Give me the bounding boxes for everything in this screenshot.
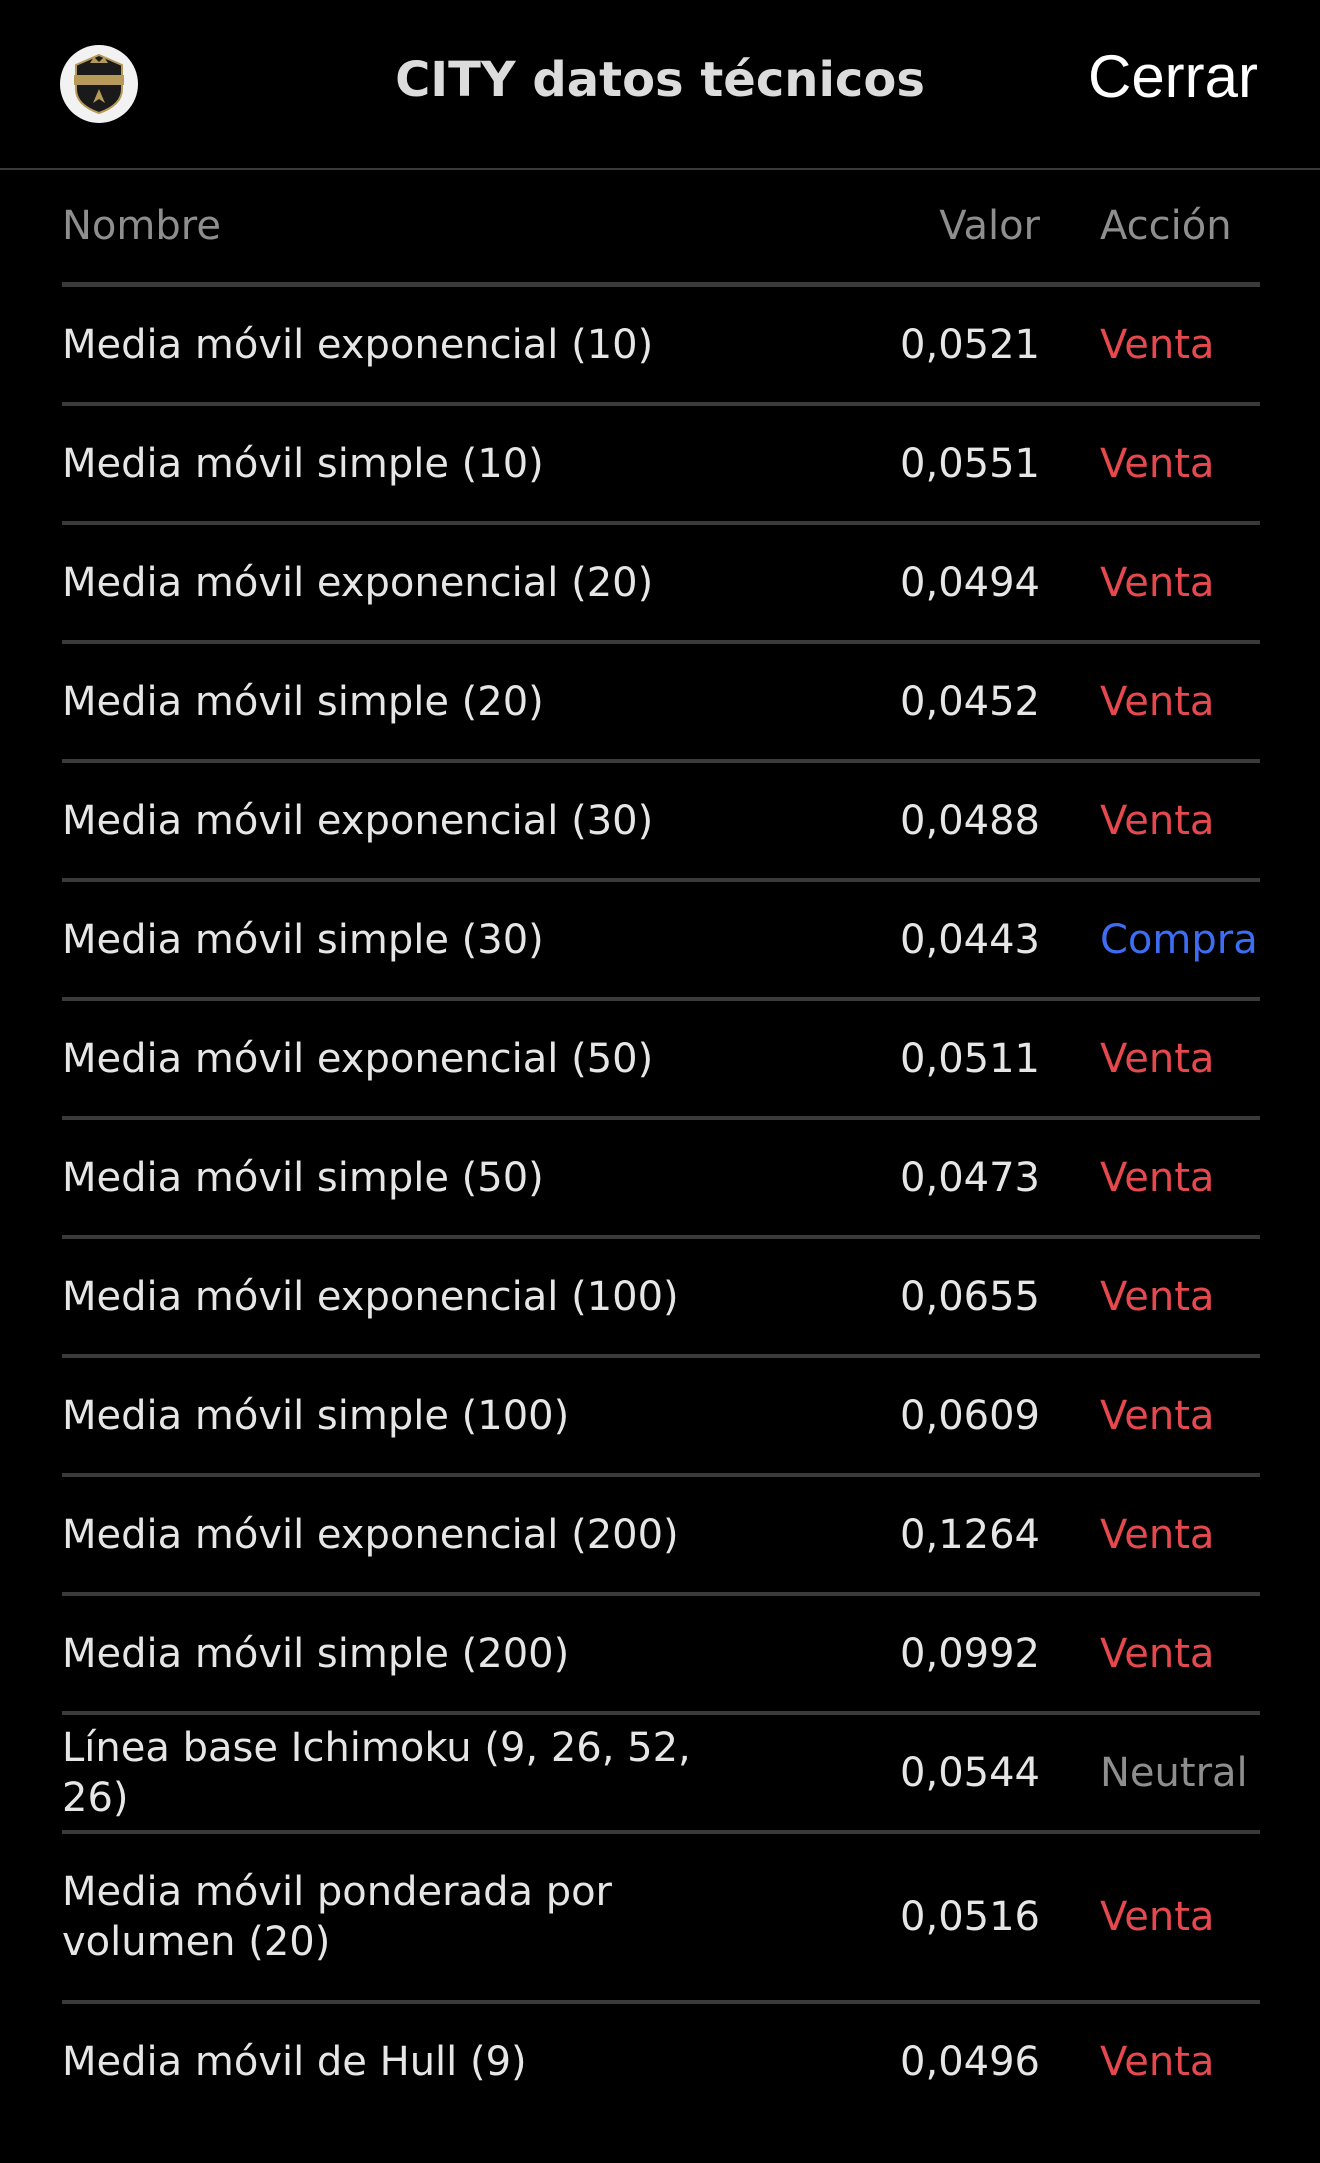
indicator-value: 0,0992: [900, 1630, 1040, 1677]
indicator-name: Media móvil exponencial (50): [62, 1035, 654, 1082]
indicator-action: Venta: [1100, 1273, 1215, 1320]
indicator-name: Media móvil exponencial (10): [62, 321, 654, 368]
table-row: Media móvil exponencial (200) 0,1264 Venta: [62, 1477, 1260, 1596]
indicator-value: 0,0521: [900, 321, 1040, 368]
indicator-action: Venta: [1100, 2038, 1215, 2085]
indicator-action: Compra: [1100, 916, 1258, 963]
table-row: Media móvil exponencial (100) 0,0655 Venta: [62, 1239, 1260, 1358]
table-row: Línea base Ichimoku (9, 26, 52, 26) 0,054…: [62, 1715, 1260, 1834]
table-row: Media móvil exponencial (20) 0,0494 Venta: [62, 525, 1260, 644]
indicator-action: Venta: [1100, 321, 1215, 368]
indicator-name: Media móvil simple (10): [62, 440, 544, 487]
table-row: Media móvil exponencial (50) 0,0511 Venta: [62, 1001, 1260, 1120]
indicator-action: Venta: [1100, 559, 1215, 606]
table-row: Media móvil simple (50) 0,0473 Venta: [62, 1120, 1260, 1239]
intercity-crest-icon: [74, 53, 124, 115]
indicator-action: Venta: [1100, 1630, 1215, 1677]
technical-table: Nombre Valor Acción Media móvil exponenc…: [62, 170, 1260, 2119]
indicator-name: Media móvil simple (100): [62, 1392, 570, 1439]
table-row: Media móvil simple (30) 0,0443 Compra: [62, 882, 1260, 1001]
indicator-value: 0,0544: [900, 1749, 1040, 1796]
table-row: Media móvil exponencial (10) 0,0521 Venta: [62, 287, 1260, 406]
table-header: Nombre Valor Acción: [62, 170, 1260, 287]
table-row: Media móvil simple (100) 0,0609 Venta: [62, 1358, 1260, 1477]
table-row: Media móvil ponderada por volumen (20) 0,…: [62, 1834, 1260, 2004]
coin-logo: [60, 45, 138, 123]
indicator-value: 0,0516: [900, 1894, 1040, 1940]
indicator-name: Media móvil simple (20): [62, 678, 544, 725]
indicator-name: Media móvil simple (30): [62, 916, 544, 963]
column-header-action: Acción: [1100, 203, 1232, 249]
table-row: Media móvil simple (10) 0,0551 Venta: [62, 406, 1260, 525]
indicator-name: Media móvil simple (50): [62, 1154, 544, 1201]
indicator-action: Neutral: [1100, 1749, 1248, 1796]
indicator-action: Venta: [1100, 440, 1215, 487]
indicator-action: Venta: [1100, 1154, 1215, 1201]
indicator-value: 0,0609: [900, 1392, 1040, 1439]
header: CITY datos técnicos Cerrar: [0, 0, 1320, 170]
indicator-name: Línea base Ichimoku (9, 26, 52, 26): [62, 1724, 691, 1821]
page-title: CITY datos técnicos: [395, 52, 925, 108]
indicator-value: 0,0496: [900, 2038, 1040, 2085]
indicator-action: Venta: [1100, 1035, 1215, 1082]
indicator-value: 0,0488: [900, 797, 1040, 844]
indicator-name: Media móvil exponencial (20): [62, 559, 654, 606]
column-header-name: Nombre: [62, 203, 221, 249]
indicator-name: Media móvil simple (200): [62, 1630, 570, 1677]
indicator-value: 0,0494: [900, 559, 1040, 606]
indicator-name: Media móvil exponencial (100): [62, 1273, 679, 1320]
close-button[interactable]: Cerrar: [1087, 43, 1258, 110]
indicator-value: 0,0473: [900, 1154, 1040, 1201]
indicator-action: Venta: [1100, 1392, 1215, 1439]
indicator-value: 0,0443: [900, 916, 1040, 963]
indicator-name: Media móvil exponencial (30): [62, 797, 654, 844]
indicator-value: 0,0655: [900, 1273, 1040, 1320]
table-row: Media móvil exponencial (30) 0,0488 Venta: [62, 763, 1260, 882]
indicator-value: 0,0551: [900, 440, 1040, 487]
indicator-name: Media móvil de Hull (9): [62, 2038, 527, 2085]
column-header-value: Valor: [939, 203, 1040, 249]
indicator-name: Media móvil exponencial (200): [62, 1511, 679, 1558]
indicator-name: Media móvil ponderada por volumen (20): [62, 1869, 612, 1965]
indicator-value: 0,0452: [900, 678, 1040, 725]
indicator-value: 0,0511: [900, 1035, 1040, 1082]
indicator-action: Venta: [1100, 1894, 1215, 1940]
indicator-action: Venta: [1100, 678, 1215, 725]
indicator-action: Venta: [1100, 797, 1215, 844]
indicator-value: 0,1264: [900, 1511, 1040, 1558]
indicator-action: Venta: [1100, 1511, 1215, 1558]
table-row: Media móvil de Hull (9) 0,0496 Venta: [62, 2004, 1260, 2119]
table-row: Media móvil simple (20) 0,0452 Venta: [62, 644, 1260, 763]
table-row: Media móvil simple (200) 0,0992 Venta: [62, 1596, 1260, 1715]
